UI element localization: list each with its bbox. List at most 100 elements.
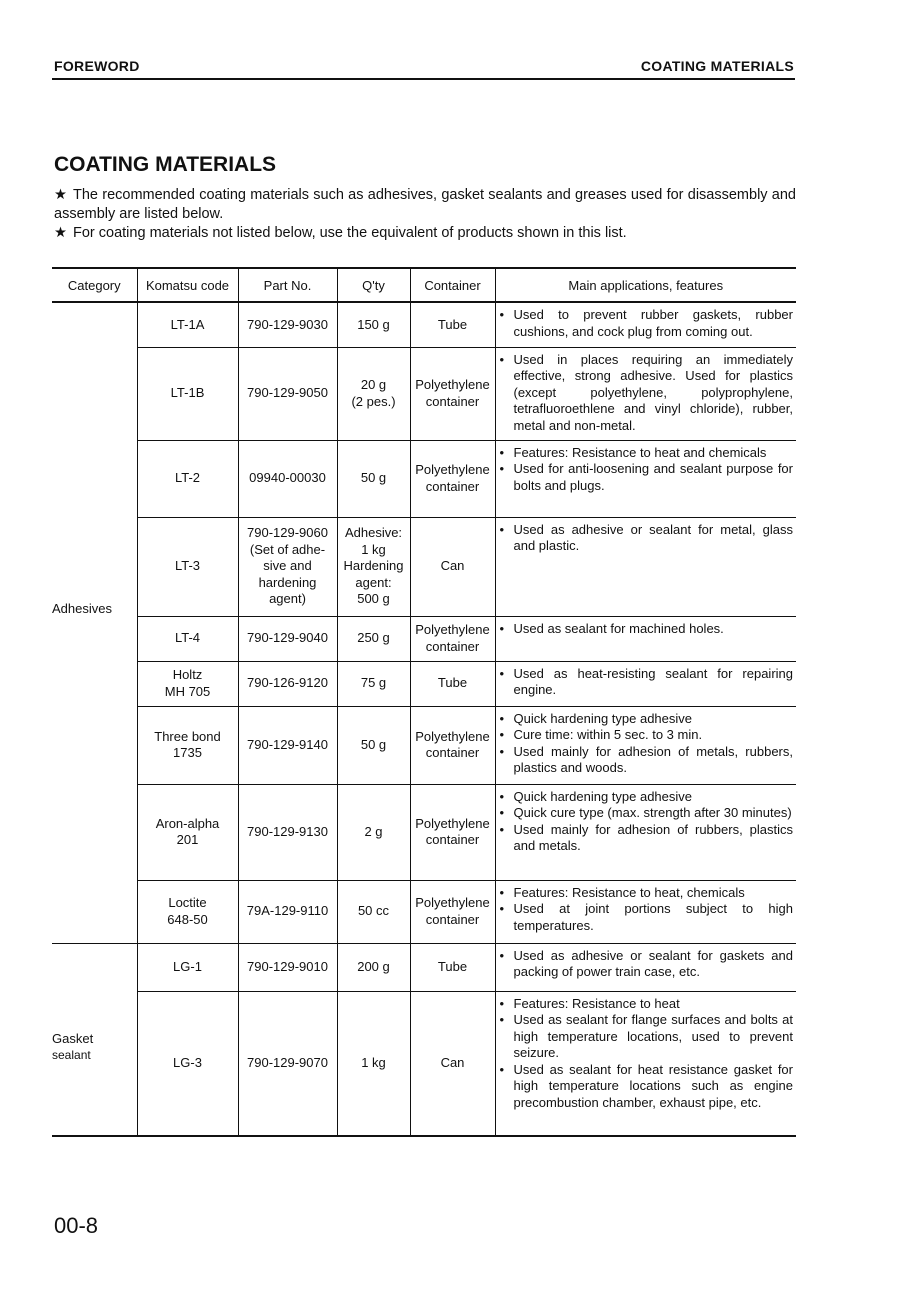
cell-line: 500 g (357, 591, 390, 607)
table-row: LT-2 09940-00030 50 g Polyethylene container… (52, 440, 796, 518)
header-divider (52, 78, 795, 80)
bullet-icon: • (499, 788, 505, 804)
bullet-icon: • (499, 821, 505, 837)
cell-line: container (425, 832, 480, 847)
cell-line: (2 pes.) (351, 393, 396, 409)
cell-line: Aron-alpha (155, 815, 220, 831)
cell-line: LT-1B (170, 385, 205, 401)
cell-line: Adhesive: (344, 525, 403, 541)
part-number: 79A-129-9110 (237, 880, 337, 944)
feature-bullet: • Used to prevent rubber gaskets, rubber … (500, 307, 794, 340)
feature-bullet: • Quick hardening type adhesive (500, 789, 794, 806)
cell-line: (Set of adhe- (249, 541, 326, 557)
part-number: 790-129-9030 (237, 302, 337, 348)
bullet-icon: • (499, 727, 505, 742)
feature-bullet: • Features: Resistance to heat, chemicals (500, 885, 794, 902)
feature-bullet: • Used mainly for adhesion of metals, rub… (500, 744, 794, 777)
cell-line: 790-126-9120 (247, 675, 328, 691)
bullet-icon: • (499, 947, 505, 963)
komatsu-code: Three bond 1735 (136, 706, 238, 785)
cell-line: Hardening (343, 558, 404, 574)
feature-text: Quick cure type (max. strength after 30 … (513, 805, 792, 820)
komatsu-code: LG-3 (136, 991, 238, 1137)
note-text: The recommended coating materials such a… (54, 187, 796, 222)
komatsu-code: Loctite 648-50 (136, 880, 238, 944)
feature-bullet: • Features: Resistance to heat and chemic… (500, 445, 794, 462)
star-icon: ★ (54, 187, 67, 203)
cell-line: 790-129-9070 (247, 1055, 328, 1070)
cell-line: sive and (263, 558, 312, 574)
cell-line: 75 g (360, 675, 387, 691)
part-number: 790-129-9070 (237, 991, 337, 1137)
quantity: Adhesive: 1 kg Hardening agent: 500 g (336, 517, 410, 617)
feature-bullet: • Used as heat-resisting sealant for repa… (500, 666, 794, 699)
cell-line: Can (440, 558, 465, 574)
cell-line: 09940-00030 (249, 470, 326, 486)
column-header-container: Container (409, 267, 495, 303)
komatsu-code: LT-1A (136, 302, 238, 348)
category-label: sealant (52, 1047, 91, 1062)
container: Polyethylene container (409, 616, 495, 662)
coating-materials-table: Category Komatsu code Part No. Q'ty Cont… (52, 267, 796, 1137)
cell-line: Tube (437, 958, 468, 974)
bullet-icon: • (499, 1061, 505, 1077)
cell-line: 790-129-9130 (247, 823, 328, 839)
bullet-icon: • (499, 351, 505, 367)
table-row: LT-1B 790-129-9050 20 g (2 pes.) Polyethylen… (52, 347, 796, 441)
applications: • Features: Resistance to heat • Used as se… (494, 991, 796, 1137)
feature-text: Used to prevent rubber gaskets, rubber c… (513, 307, 794, 339)
part-number: 790-129-9060 (Set of adhe-sive and hardeni… (237, 517, 337, 617)
bullet-icon: • (499, 665, 505, 681)
cell-line: 1 kg (361, 1055, 386, 1070)
feature-bullet: • Quick cure type (max. strength after 30… (500, 805, 794, 822)
category-cell: Adhesives (52, 302, 137, 944)
komatsu-code: LT-1B (136, 347, 238, 441)
feature-bullet: • Used as adhesive or sealant for metal, … (500, 522, 794, 555)
container: Polyethylene container (409, 880, 495, 944)
bullet-icon: • (499, 1012, 505, 1027)
table-row: LG-3 790-129-9070 1 kg Can • Features: Resist… (52, 991, 796, 1137)
part-number: 790-129-9010 (237, 943, 337, 992)
cell-line: 1 kg (361, 541, 386, 557)
cell-line: hardening (258, 574, 317, 590)
cell-line: 790-129-9030 (247, 316, 328, 332)
feature-text: Used mainly for adhesion of rubbers, pla… (513, 821, 794, 854)
cell-line: Holtz (172, 667, 203, 682)
cell-line: 790-129-9010 (247, 958, 328, 974)
cell-line: 790-129-9040 (247, 630, 328, 646)
quantity: 150 g (336, 302, 410, 348)
cell-line: MH 705 (164, 683, 211, 699)
note: ★ The recommended coating materials such … (54, 186, 796, 224)
cell-line: 79A-129-9110 (246, 903, 329, 919)
header-section-label: FOREWORD (54, 58, 140, 74)
cell-line: Three bond (154, 728, 221, 744)
feature-text: Used as adhesive or sealant for metal, g… (513, 521, 794, 554)
cell-line: container (425, 638, 480, 654)
feature-text: Used mainly for adhesion of metals, rubb… (513, 743, 794, 776)
bullet-icon: • (499, 743, 505, 759)
container: Tube (409, 302, 495, 348)
cell-line: 790-129-9140 (247, 736, 328, 752)
feature-text: Features: Resistance to heat and chemica… (513, 444, 767, 460)
applications: • Used as heat-resisting sealant for repa… (494, 661, 796, 707)
quantity: 1 kg (336, 991, 410, 1137)
cell-line: 50 g (360, 736, 387, 752)
container: Polyethylene container (409, 347, 495, 441)
cell-line: 1735 (173, 745, 202, 760)
feature-text: Used at joint portions subject to high t… (513, 901, 794, 933)
feature-text: Quick hardening type adhesive (513, 710, 693, 726)
cell-line: LT-2 (174, 470, 201, 486)
cell-line: 50 g (360, 470, 387, 486)
table-header-row: Category Komatsu code Part No. Q'ty Cont… (52, 267, 796, 303)
bullet-icon: • (499, 620, 505, 636)
quantity: 50 cc (336, 880, 410, 944)
feature-text: Used as heat-resisting sealant for repai… (513, 665, 794, 698)
column-header-applications: Main applications, features (494, 267, 796, 303)
bullet-icon: • (499, 710, 505, 726)
container: Tube (409, 661, 495, 707)
container: Tube (409, 943, 495, 992)
cell-line: 790-129-9050 (247, 385, 328, 401)
applications: • Used as adhesive or sealant for metal, … (494, 517, 796, 617)
komatsu-code: LT-4 (136, 616, 238, 662)
bullet-icon: • (499, 307, 505, 322)
